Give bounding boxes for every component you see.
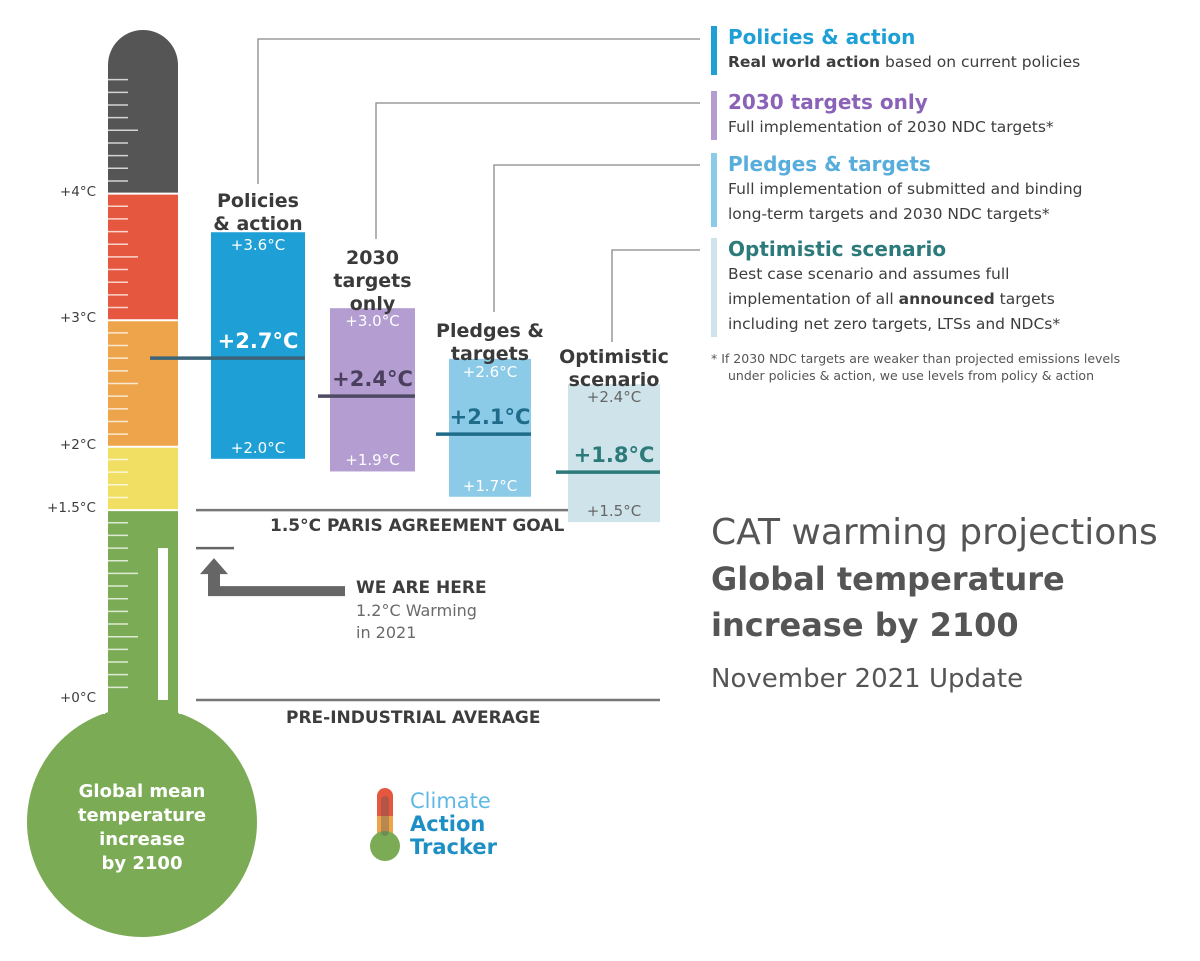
legend-title-0: Policies & action <box>728 25 916 49</box>
legend-title-3: Optimistic scenario <box>728 237 947 261</box>
reference-label-0: 1.5°C PARIS AGREEMENT GOAL <box>270 516 565 537</box>
scenario-title-3-0: Optimistic <box>559 346 669 368</box>
high-label-0: +3.6°C <box>230 236 286 255</box>
legend-desc-3-1-part-1: announced <box>898 290 995 308</box>
legend-title-2: Pledges & targets <box>728 152 931 176</box>
legend-bar-0 <box>711 26 717 75</box>
bulb-text-line-0: Global mean <box>78 781 206 802</box>
central-label-3: +1.8°C <box>573 443 655 468</box>
footnote-line-0: * If 2030 NDC targets are weaker than pr… <box>711 351 1121 366</box>
axis-label-1: +1.5°C <box>47 500 96 517</box>
legend-desc-3-1-part-0: implementation of all <box>728 290 899 308</box>
scenario-title-1-0: 2030 <box>346 247 399 269</box>
axis-label-0: +0°C <box>59 690 96 706</box>
low-label-3: +1.5°C <box>586 502 642 521</box>
chart-title: CAT warming projections <box>711 512 1158 553</box>
logo-text-0: Climate <box>410 789 491 813</box>
central-label-2: +2.1°C <box>449 405 531 430</box>
legend-bar-3 <box>711 238 717 337</box>
logo-thermo-inner <box>381 796 389 836</box>
thermometer-outline <box>99 15 185 714</box>
logo-text-2: Tracker <box>410 835 497 859</box>
low-label-1: +1.9°C <box>345 451 400 470</box>
legend-desc-2-1-part-0: long-term targets and 2030 NDC targets* <box>728 205 1050 223</box>
bulb-text-line-3: by 2100 <box>101 853 183 874</box>
footnote-line-1: under policies & action, we use levels f… <box>728 368 1095 383</box>
scenario-title-0-1: & action <box>213 213 303 235</box>
scenario-box-0 <box>211 232 305 459</box>
logo-text-1: Action <box>410 812 486 836</box>
axis-label-4: +4°C <box>59 183 96 200</box>
low-label-2: +1.7°C <box>462 476 518 495</box>
logo-thermo-bulb <box>370 831 400 861</box>
low-label-0: +2.0°C <box>230 438 286 457</box>
legend-desc-0-0-part-1: based on current policies <box>880 53 1081 71</box>
connector-2 <box>493 164 700 312</box>
high-label-2: +2.6°C <box>462 362 518 381</box>
scenario-title-3-1: scenario <box>568 369 660 391</box>
we-are-here-arrow <box>200 558 345 597</box>
chart-subtitle-1: increase by 2100 <box>711 606 1019 644</box>
scenario-title-0-0: Policies <box>217 190 299 212</box>
legend-desc-3-2-part-0: including net zero targets, LTSs and NDC… <box>728 315 1061 333</box>
legend-bar-2 <box>711 153 717 227</box>
scenario-title-1-2: only <box>349 293 396 315</box>
legend-desc-3-2: including net zero targets, LTSs and NDC… <box>728 312 1060 337</box>
connector-3 <box>611 249 700 342</box>
scenario-title-1-1: targets <box>333 270 412 292</box>
legend-desc-3-0: Best case scenario and assumes full <box>728 262 1009 287</box>
legend-title-1: 2030 targets only <box>728 90 928 114</box>
color-band-1 <box>108 446 178 511</box>
legend-desc-0-0: Real world action based on current polic… <box>728 50 1080 75</box>
legend-desc-2-0: Full implementation of submitted and bin… <box>728 177 1083 202</box>
central-label-0: +2.7°C <box>217 329 299 354</box>
connector-0 <box>257 38 700 184</box>
legend-desc-3-1-part-2: targets <box>994 290 1055 308</box>
legend-desc-2-0-part-0: Full implementation of submitted and bin… <box>728 180 1083 198</box>
legend-desc-1-0-part-0: Full implementation of 2030 NDC targets* <box>728 118 1054 136</box>
high-label-3: +2.4°C <box>586 388 642 407</box>
legend-bar-1 <box>711 91 717 140</box>
we-are-here-label: WE ARE HERE <box>356 578 487 599</box>
legend-desc-1-0: Full implementation of 2030 NDC targets* <box>728 115 1054 140</box>
reference-label-1: PRE-INDUSTRIAL AVERAGE <box>286 708 541 728</box>
legend-desc-2-1: long-term targets and 2030 NDC targets* <box>728 202 1050 227</box>
chart-subtitle-0: Global temperature <box>711 560 1065 598</box>
connector-1 <box>375 102 700 239</box>
scenario-box-2 <box>449 358 531 497</box>
axis-label-3: +3°C <box>59 310 96 327</box>
legend-desc-3-1: implementation of all announced targets <box>728 287 1055 312</box>
high-label-1: +3.0°C <box>345 312 400 331</box>
central-label-1: +2.4°C <box>332 367 413 392</box>
legend-desc-3-0-part-0: Best case scenario and assumes full <box>728 265 1010 283</box>
chart-update: November 2021 Update <box>711 664 1024 694</box>
axis-label-2: +2°C <box>59 436 96 453</box>
current-level-bar <box>158 548 168 700</box>
thermometer-bulb <box>27 707 257 937</box>
we-are-here-sub-1: in 2021 <box>356 623 417 643</box>
bulb-text-line-1: temperature <box>77 805 207 826</box>
scenario-title-2-0: Pledges & <box>436 320 544 342</box>
bulb-text-line-2: increase <box>99 829 185 850</box>
scenario-box-3 <box>568 384 660 523</box>
scenario-title-2-1: targets <box>450 343 530 365</box>
legend-desc-0-0-part-0: Real world action <box>728 53 881 71</box>
we-are-here-sub-0: 1.2°C Warming <box>356 601 477 621</box>
scenario-box-1 <box>330 308 415 472</box>
